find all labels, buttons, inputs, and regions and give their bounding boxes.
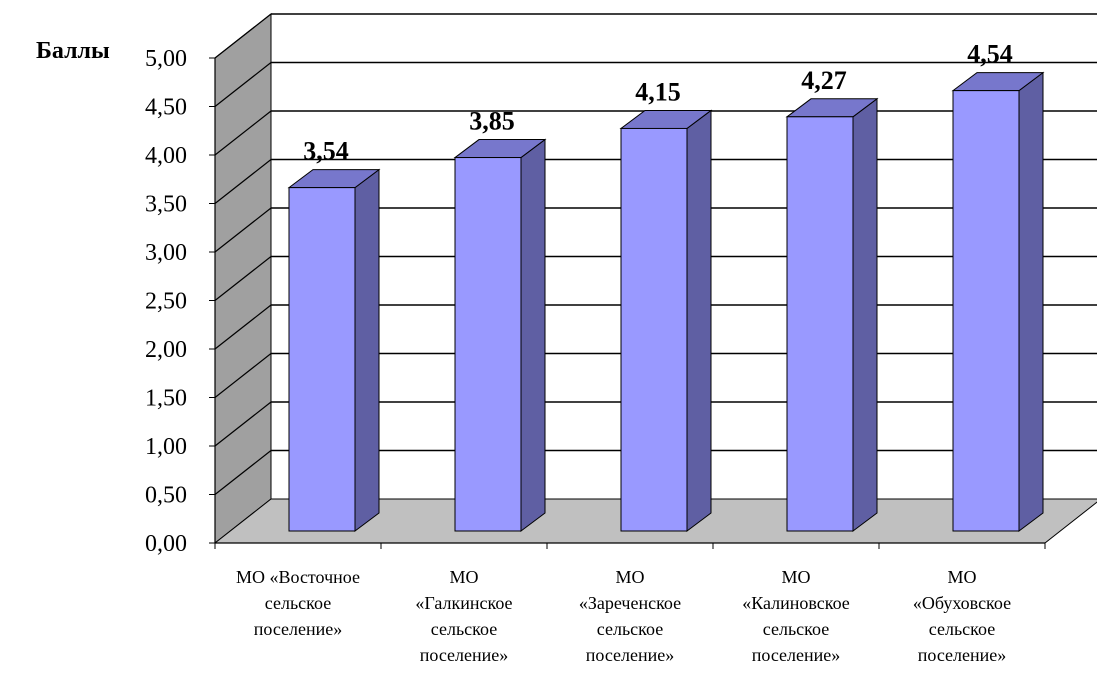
category-label-line: МО [781, 567, 810, 587]
y-tick-label: 2,50 [145, 289, 187, 315]
y-tick-label: 1,00 [145, 434, 187, 460]
gridline-side [214, 62, 272, 107]
bar [454, 157, 522, 532]
category-label-line: поселение» [752, 645, 841, 665]
y-tick-label: 4,00 [145, 143, 187, 169]
category-label-line: поселение» [254, 619, 343, 639]
gridline-side [214, 401, 272, 447]
bar-side [852, 97, 878, 532]
category-label-line: поселение» [586, 645, 675, 665]
gridline-side [214, 110, 272, 156]
gridline-side [214, 207, 272, 253]
category-label-line: МО [449, 567, 478, 587]
data-label: 4,54 [967, 40, 1013, 69]
bar [620, 127, 688, 532]
bar [786, 116, 854, 532]
axes [209, 57, 1046, 549]
bar-side [354, 168, 380, 532]
category-label-line: «Галкинское [415, 593, 512, 613]
category-label-line: «Зареченское [579, 593, 681, 613]
y-tick-label: 0,00 [145, 531, 187, 557]
y-tick-label: 0,50 [145, 483, 187, 509]
bar [288, 187, 356, 532]
gridline-side [214, 304, 272, 350]
data-label: 4,27 [801, 66, 847, 95]
category-label-line: МО [615, 567, 644, 587]
category-label: МО «Галкинское сельское поселение» [415, 567, 512, 665]
data-label: 4,15 [635, 77, 681, 106]
category-label-line: сельское [431, 619, 497, 639]
bar-side [686, 109, 712, 532]
x-category-labels: МО «Восточное сельское поселение» МО «Галкин… [236, 567, 1011, 665]
category-label: МО «Обуховское сельское поселение» [913, 567, 1011, 665]
bar-side [520, 138, 546, 532]
category-label-line: сельское [265, 593, 331, 613]
y-tick-label: 5,00 [145, 46, 187, 72]
data-label: 3,54 [303, 137, 349, 166]
category-label: МО «Калиновское сельское поселение» [742, 567, 850, 665]
y-tick-label: 3,50 [145, 192, 187, 218]
y-tick-label: 2,00 [145, 337, 187, 363]
gridline-side [214, 256, 272, 301]
category-label-line: поселение» [918, 645, 1007, 665]
category-label-line: сельское [929, 619, 995, 639]
category-label-line: МО «Восточное [236, 567, 360, 587]
category-label-line: сельское [763, 619, 829, 639]
gridline-side [214, 353, 272, 398]
gridline-side [214, 450, 272, 495]
category-label-line: МО [947, 567, 976, 587]
category-label-line: поселение» [420, 645, 509, 665]
y-tick-label: 4,50 [145, 95, 187, 121]
y-axis-label: Баллы [36, 38, 110, 64]
category-label: МО «Зареченское сельское поселение» [579, 567, 681, 665]
category-label-line: «Обуховское [913, 593, 1011, 613]
y-tick-labels: 0,00 0,50 1,00 1,50 2,00 2,50 3,00 3,50 4,00 4,50… [145, 46, 187, 557]
y-tick-label: 3,00 [145, 240, 187, 266]
category-label-line: «Калиновское [742, 593, 850, 613]
category-label: МО «Восточное сельское поселение» [236, 567, 360, 639]
gridline-side [214, 13, 272, 59]
gridline-side [214, 159, 272, 204]
bar-side [1018, 71, 1044, 532]
data-labels: 3,54 3,85 4,15 4,27 4,54 [303, 40, 1013, 166]
bars [287, 71, 1045, 532]
data-label: 3,85 [469, 107, 515, 136]
category-label-line: сельское [597, 619, 663, 639]
bar [952, 90, 1020, 532]
y-tick-label: 1,50 [145, 386, 187, 412]
